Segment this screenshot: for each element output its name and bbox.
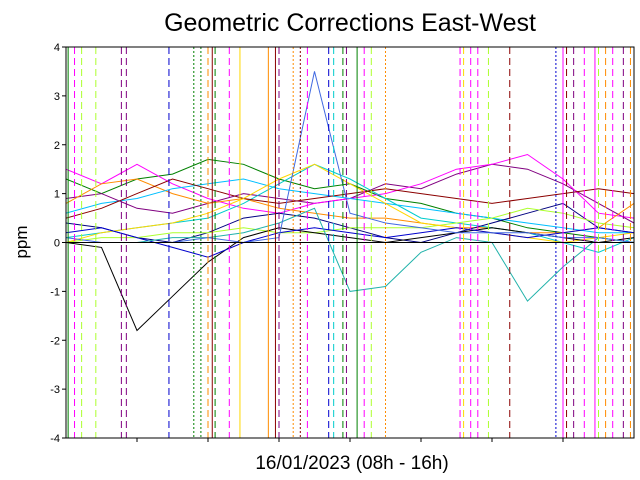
- series-line-3: [66, 153, 634, 219]
- x-axis-label: 16/01/2023 (08h - 16h): [255, 453, 448, 474]
- series-line-9: [66, 207, 634, 243]
- y-tick-label: 4: [54, 42, 60, 54]
- y-tick-label: -3: [50, 384, 60, 396]
- y-tick-label: -2: [50, 335, 60, 347]
- series-line-11: [66, 227, 634, 332]
- y-tick-label: 0: [54, 238, 60, 250]
- series-line-14: [66, 71, 634, 244]
- axis-layer: -4 -3 -2 -1 0 1 2 3 4: [50, 42, 634, 445]
- y-axis-label: ppm: [12, 225, 31, 258]
- y-tick-label: 3: [54, 91, 60, 103]
- y-tick-label: -4: [50, 433, 60, 445]
- y-tick-label: 1: [54, 189, 60, 201]
- series-line-7: [66, 202, 634, 244]
- y-tick-label: -1: [50, 286, 60, 298]
- chart-title: Geometric Corrections East-West: [164, 9, 536, 37]
- series-line-4: [66, 178, 634, 234]
- series-line-10: [66, 163, 634, 244]
- y-tick-label: 2: [54, 140, 60, 152]
- series-line-5: [66, 178, 634, 234]
- series-line-12: [66, 227, 634, 258]
- series-line-13: [66, 207, 634, 302]
- plot-frame: [65, 46, 635, 439]
- series-layer: [66, 71, 634, 332]
- series-line-8: [66, 178, 634, 219]
